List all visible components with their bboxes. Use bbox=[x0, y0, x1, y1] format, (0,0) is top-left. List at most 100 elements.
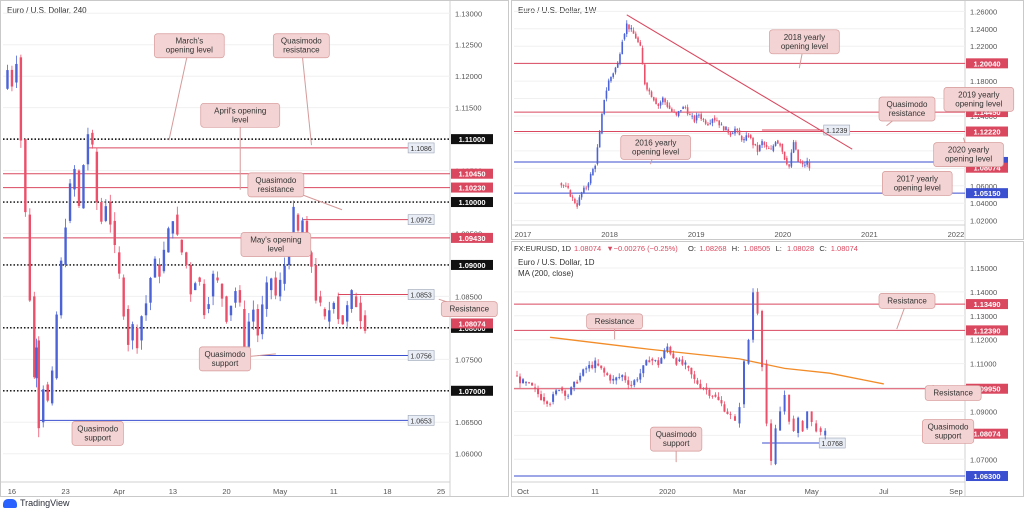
candle-body bbox=[797, 149, 799, 162]
candle-body bbox=[765, 363, 768, 424]
annotation-label: opening level bbox=[632, 147, 679, 156]
candle-body bbox=[733, 416, 736, 421]
x-tick-label: 2020 bbox=[774, 230, 791, 239]
candle-body bbox=[783, 151, 786, 160]
candle-body bbox=[589, 174, 592, 184]
x-tick-label: 2021 bbox=[861, 230, 878, 239]
x-tick-label: Oct bbox=[517, 487, 530, 496]
candle-body bbox=[788, 394, 791, 422]
daily-ohlc-part: 1.08268 bbox=[699, 244, 726, 253]
candle-body bbox=[672, 353, 675, 359]
candle-body bbox=[616, 62, 619, 68]
candle-body bbox=[632, 30, 635, 34]
y-tick-label: 1.06500 bbox=[455, 418, 482, 427]
candle-body bbox=[677, 111, 680, 116]
eurusd-weekly-chart[interactable]: Euro / U.S. Dollar, 1W 1.26000 1.24000 1.2… bbox=[511, 0, 1024, 240]
eurusd-daily-chart[interactable]: FX:EURUSD, 1D Euro / U.S. Dollar, 1D MA … bbox=[511, 241, 1024, 497]
candle-body bbox=[756, 291, 759, 314]
candle-body bbox=[46, 384, 49, 401]
candle-body bbox=[594, 165, 596, 170]
y-tick-label: 1.24000 bbox=[970, 25, 997, 34]
x-tick-label: May bbox=[273, 487, 287, 496]
candle-body bbox=[345, 305, 349, 322]
candle-body bbox=[639, 42, 642, 46]
candle-body bbox=[587, 183, 590, 188]
candle-body bbox=[546, 401, 549, 404]
zone-value-box bbox=[407, 289, 435, 300]
candle-body bbox=[624, 375, 627, 381]
candle-body bbox=[781, 143, 784, 152]
annotation-label: 2017 yearly bbox=[897, 174, 938, 183]
candle-body bbox=[795, 142, 797, 150]
candle-body bbox=[549, 403, 552, 405]
candle-body bbox=[761, 141, 763, 146]
annotation-box bbox=[198, 346, 252, 372]
daily-ohlc-part: L: bbox=[776, 244, 782, 253]
candle-body bbox=[628, 24, 630, 30]
candle-body bbox=[738, 407, 741, 424]
candle-body bbox=[118, 252, 121, 274]
candle-body bbox=[194, 283, 197, 291]
candle-body bbox=[10, 69, 14, 87]
candle-body bbox=[792, 142, 795, 153]
candle-body bbox=[519, 376, 522, 384]
y-tick-label: 1.07500 bbox=[455, 355, 482, 364]
zone-value-label: 1.1239 bbox=[826, 128, 848, 135]
trendline bbox=[626, 14, 853, 150]
candle-body bbox=[650, 91, 653, 98]
candle-body bbox=[243, 308, 246, 353]
candle-body bbox=[673, 111, 675, 113]
candle-body bbox=[265, 282, 268, 309]
candle-body bbox=[158, 264, 161, 277]
x-tick-label: 2022 bbox=[948, 230, 965, 239]
price-tag bbox=[451, 232, 493, 243]
daily-ohlc-part: −0.00276 (−0.25%) bbox=[614, 244, 679, 253]
eurusd-4h-chart[interactable]: Euro / U.S. Dollar, 240 1.13000 1.12500 1.… bbox=[0, 0, 509, 497]
zone-value-label: 1.0853 bbox=[410, 293, 432, 300]
candle-body bbox=[777, 140, 779, 144]
price-tag-label: 1.10230 bbox=[458, 184, 485, 193]
candle-body bbox=[678, 359, 681, 362]
annotation-label: level bbox=[268, 245, 285, 254]
candle-body bbox=[337, 296, 340, 320]
daily-ohlc-part: 1.08028 bbox=[787, 244, 814, 253]
candle-body bbox=[564, 390, 567, 396]
candle-body bbox=[576, 381, 579, 384]
price-tag-label: 1.06300 bbox=[973, 472, 1000, 481]
y-tick-label: 1.11000 bbox=[970, 360, 997, 369]
annotation-label: resistance bbox=[889, 109, 926, 118]
candle-body bbox=[707, 123, 709, 126]
x-tick-label: 2019 bbox=[688, 230, 705, 239]
zone-value-label: 1.0768 bbox=[822, 441, 844, 448]
price-tag bbox=[451, 259, 493, 270]
annotation-box bbox=[240, 232, 312, 257]
candle-body bbox=[558, 390, 561, 392]
annotation-box bbox=[247, 172, 305, 198]
candle-body bbox=[95, 151, 99, 203]
price-tag-label: 1.09430 bbox=[458, 234, 485, 243]
candle-body bbox=[727, 129, 730, 133]
candle-body bbox=[711, 395, 714, 397]
candle-body bbox=[573, 381, 576, 388]
annotation-label: Quasimodo bbox=[77, 424, 118, 433]
price-tag bbox=[966, 471, 1008, 482]
candle-body bbox=[225, 296, 228, 322]
candle-body bbox=[693, 115, 696, 122]
candle-body bbox=[717, 396, 720, 401]
y-tick-label: 1.06000 bbox=[455, 450, 482, 459]
x-tick-label: May bbox=[805, 487, 819, 496]
candle-body bbox=[752, 292, 755, 340]
candle-body bbox=[574, 198, 576, 204]
price-tag-label: 1.20040 bbox=[973, 59, 1000, 68]
candle-body bbox=[786, 157, 788, 165]
candle-body bbox=[77, 170, 81, 206]
candle-body bbox=[122, 277, 125, 317]
candle-body bbox=[655, 98, 657, 105]
candle-body bbox=[729, 413, 732, 415]
price-tag bbox=[451, 318, 493, 329]
annotation-box bbox=[272, 33, 330, 59]
tradingview-logo[interactable]: TradingView bbox=[3, 498, 70, 508]
candle-body bbox=[113, 220, 116, 245]
candle-body bbox=[801, 162, 804, 165]
candle-body bbox=[770, 148, 772, 150]
